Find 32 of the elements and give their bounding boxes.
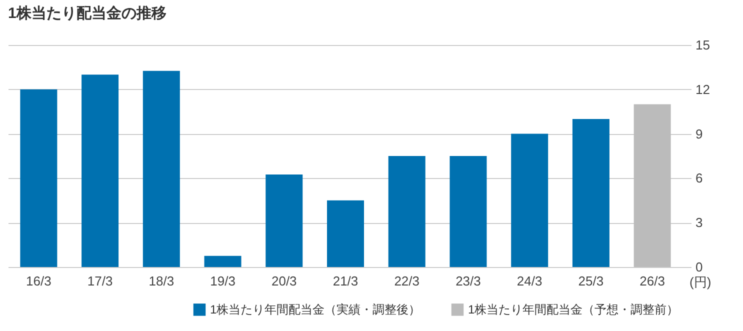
y-tick-label: 9: [696, 126, 703, 142]
bar: [327, 200, 364, 267]
legend-label: 1株当たり年間配当金（予想・調整前）: [468, 302, 679, 317]
x-tick-label: 25/3: [578, 274, 604, 288]
bar: [511, 134, 548, 267]
chart-title: 1株当たり配当金の推移: [8, 5, 166, 22]
x-tick-label: 22/3: [394, 274, 420, 288]
x-tick-label: 17/3: [87, 274, 113, 288]
x-tick-label: 19/3: [210, 274, 236, 288]
x-tick-label: 20/3: [271, 274, 297, 288]
y-tick-label: 0: [696, 260, 703, 274]
y-tick-label: 12: [696, 82, 710, 97]
x-tick-label: 18/3: [148, 274, 174, 288]
bar: [572, 119, 610, 267]
bar: [266, 174, 303, 267]
x-tick-label: 24/3: [516, 274, 542, 288]
y-tick-label: 15: [696, 38, 710, 52]
x-tick-label: 23/3: [456, 274, 481, 288]
bar: [204, 256, 242, 267]
x-tick-label: 16/3: [26, 274, 52, 288]
bar: [450, 156, 487, 267]
bar: [142, 70, 180, 267]
bar: [388, 156, 426, 267]
x-tick-label: 21/3: [332, 274, 358, 288]
bar: [634, 104, 671, 267]
bar: [20, 89, 58, 267]
x-tick-label: 26/3: [640, 274, 665, 288]
legend-label: 1株当たり年間配当金（実績・調整後）: [210, 302, 421, 317]
y-tick-label: 3: [696, 215, 703, 230]
bar: [82, 74, 119, 267]
y-axis-title: (円): [690, 274, 712, 290]
y-tick-label: 6: [696, 170, 703, 186]
